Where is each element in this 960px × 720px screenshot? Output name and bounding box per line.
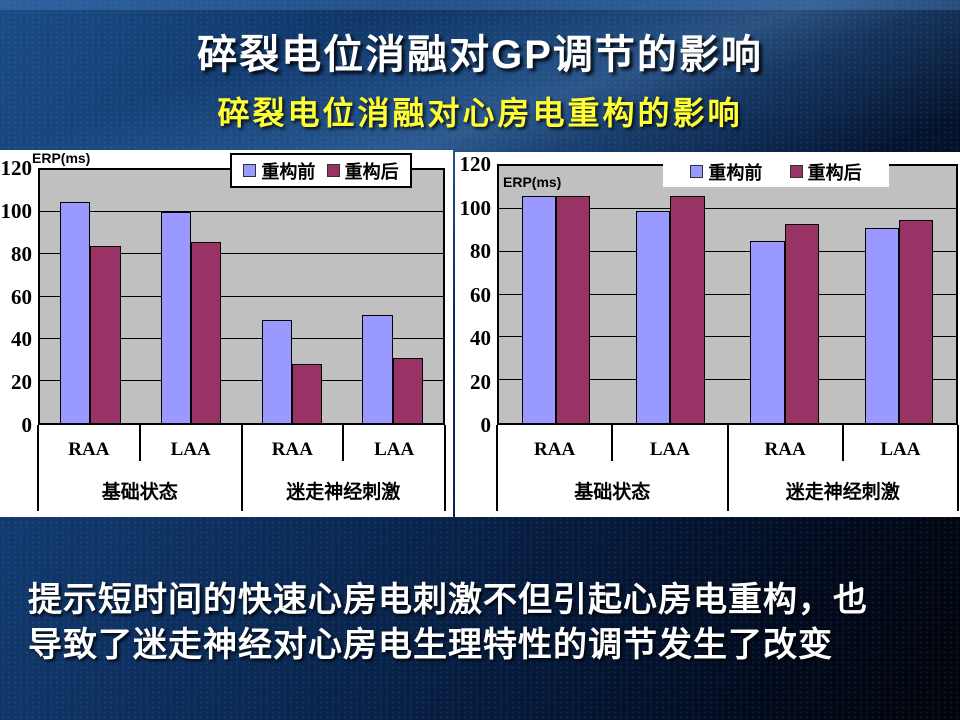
conclusion-line-1: 提示短时间的快速心房电刺激不但引起心房电重构，也 — [28, 581, 868, 619]
bar-重构后-LAA — [392, 357, 423, 423]
slide-subtitle: 碎裂电位消融对心房电重构的影响 — [217, 95, 743, 131]
category-label: LAA — [374, 439, 415, 460]
x-axis-separator — [841, 425, 844, 461]
bar-重构前-RAA — [261, 319, 292, 423]
legend-item: 重构前 — [690, 159, 762, 185]
gridline — [40, 379, 443, 381]
x-axis-separator — [444, 425, 446, 511]
y-axis-title: ERP(ms) — [32, 150, 91, 166]
y-axis-tick-label: 120 — [0, 156, 33, 180]
legend-item: 重构后 — [789, 159, 862, 185]
x-axis-area: RAA LAA RAA LAA 基础状态 迷走神经刺激 — [37, 425, 446, 517]
bar-重构前-LAA — [636, 210, 671, 423]
y-axis-tick-label: 20 — [470, 369, 491, 394]
y-axis-tick-label: 0 — [480, 413, 492, 437]
legend-item: 重构后 — [326, 158, 399, 184]
bar-group-LAA — [342, 170, 443, 423]
bar-重构后-LAA — [191, 241, 222, 423]
plot-area — [38, 168, 445, 425]
y-axis-tick-label: 100 — [459, 195, 492, 220]
gridline — [40, 337, 443, 339]
legend-swatch — [243, 164, 257, 177]
x-axis-separator — [138, 425, 141, 461]
category-label: RAA — [534, 439, 576, 460]
x-axis-separator — [342, 425, 345, 461]
slide-title: 碎裂电位消融对GP调节的影响 — [197, 33, 763, 77]
legend-swatch — [326, 164, 340, 177]
plot-area — [497, 164, 958, 425]
x-axis-separator — [726, 425, 729, 511]
x-axis-area: RAA LAA RAA LAA 基础状态 迷走神经刺激 — [496, 425, 959, 515]
gridline — [499, 250, 956, 252]
group-label: 迷走神经刺激 — [785, 482, 900, 503]
y-axis-tick-label: 80 — [11, 241, 32, 266]
y-axis-tick-label: 80 — [470, 239, 491, 263]
x-axis-separator — [240, 425, 243, 511]
group-label: 基础状态 — [574, 482, 651, 503]
top-edge-highlight — [0, 0, 960, 10]
legend-label: 重构后 — [344, 161, 399, 182]
bar-重构后-RAA — [556, 195, 591, 423]
bar-重构前-LAA — [864, 228, 899, 423]
category-label: LAA — [170, 439, 211, 460]
conclusion-text: 提示短时间的快速心房电刺激不但引起心房电重构，也 导致了迷走神经对心房电生理特性… — [28, 578, 943, 668]
bar-重构后-LAA — [670, 195, 705, 423]
bar-group-LAA — [842, 166, 956, 423]
bar-group-RAA — [242, 170, 343, 423]
gridline — [40, 295, 443, 297]
y-axis-tick-label: 40 — [470, 326, 491, 350]
legend-swatch — [789, 165, 803, 178]
gridline — [499, 336, 956, 338]
y-axis-tick-label: 0 — [21, 413, 33, 437]
legend-item: 重构前 — [243, 158, 315, 184]
category-label: RAA — [68, 439, 110, 460]
bar-重构前-RAA — [750, 240, 785, 423]
bar-group-RAA — [499, 166, 613, 423]
legend: 重构前 重构后 — [230, 153, 412, 188]
y-axis-tick-label: 60 — [11, 284, 32, 309]
category-label: LAA — [880, 439, 921, 460]
x-axis-separator — [496, 425, 498, 511]
category-label: LAA — [649, 439, 690, 460]
legend-swatch — [690, 165, 704, 178]
gridline — [499, 379, 956, 381]
gridline — [40, 211, 443, 213]
legend-label: 重构前 — [708, 162, 763, 183]
bar-重构后-RAA — [291, 363, 323, 423]
bar-重构前-LAA — [160, 212, 192, 423]
y-axis-title: ERP(ms) — [503, 174, 562, 190]
bar-重构后-LAA — [898, 219, 934, 423]
bar-重构前-RAA — [60, 201, 91, 423]
x-axis-separator — [37, 425, 39, 511]
y-axis-tick-label: 20 — [11, 370, 32, 395]
legend-label: 重构前 — [261, 161, 316, 182]
bar-group-LAA — [141, 170, 242, 423]
group-label: 迷走神经刺激 — [286, 482, 401, 503]
y-axis-tick-label: 100 — [0, 198, 33, 223]
left-bar-chart: ERP(ms) 重构前 重构后 0 20 40 60 80 100 120 RAA LAA RAA L… — [0, 150, 453, 517]
bar-group-RAA — [40, 170, 141, 423]
y-axis-tick-label: 40 — [11, 327, 32, 352]
right-bar-chart: ERP(ms) 重构前 重构后 0 20 40 60 80 100 120 RAA LAA RAA L… — [455, 152, 960, 517]
bar-重构前-LAA — [362, 315, 393, 423]
category-label: RAA — [764, 439, 806, 460]
gridline — [40, 253, 443, 255]
category-label: RAA — [271, 439, 313, 460]
conclusion-line-2: 导致了迷走神经对心房电生理特性的调节发生了改变 — [28, 626, 833, 664]
gridline — [499, 293, 956, 295]
bar-group-RAA — [728, 166, 842, 423]
legend: 重构前 重构后 — [663, 156, 889, 187]
y-axis-tick-label: 120 — [459, 152, 492, 176]
bar-group-LAA — [613, 166, 727, 423]
y-axis-tick-label: 60 — [470, 282, 491, 307]
group-label: 基础状态 — [101, 482, 178, 503]
x-axis-separator — [611, 425, 614, 461]
x-axis-separator — [957, 425, 959, 511]
gridline — [499, 207, 956, 209]
bar-重构前-RAA — [521, 195, 557, 423]
bar-重构后-RAA — [90, 245, 121, 423]
bar-重构后-RAA — [784, 223, 819, 423]
legend-label: 重构后 — [807, 162, 862, 183]
